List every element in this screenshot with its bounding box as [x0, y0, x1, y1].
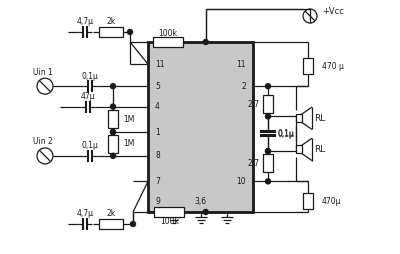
Text: 3,6: 3,6 [194, 197, 206, 206]
Text: 7: 7 [155, 177, 160, 186]
Circle shape [266, 149, 270, 154]
Bar [154, 207, 184, 217]
Text: 0,1µ: 0,1µ [278, 130, 295, 139]
Text: 0,1µ: 0,1µ [82, 141, 98, 150]
Bar [303, 193, 313, 209]
Text: 1: 1 [155, 128, 160, 137]
Text: 2: 2 [241, 82, 246, 91]
Text: 1M: 1M [123, 115, 134, 124]
Bar [263, 154, 273, 172]
Circle shape [110, 130, 116, 135]
Bar [108, 135, 118, 153]
Circle shape [110, 84, 116, 89]
Text: 4: 4 [155, 102, 160, 111]
Text: 9: 9 [155, 197, 160, 206]
Text: 5: 5 [155, 82, 160, 91]
Text: 4,7µ: 4,7µ [76, 18, 94, 26]
Text: 2k: 2k [106, 18, 116, 26]
Circle shape [266, 84, 270, 89]
Text: RL: RL [314, 145, 326, 154]
Bar [296, 145, 302, 153]
Bar [296, 114, 302, 122]
Text: 2,7: 2,7 [248, 159, 260, 168]
Circle shape [110, 153, 116, 158]
Text: 2k: 2k [106, 210, 116, 218]
Bar [108, 110, 118, 128]
Text: 10: 10 [236, 177, 246, 186]
Bar [263, 95, 273, 113]
Text: 100k: 100k [158, 29, 177, 39]
Text: Uin 2: Uin 2 [33, 137, 53, 146]
Text: 100k: 100k [160, 217, 179, 227]
Circle shape [266, 114, 270, 119]
Text: 470 µ: 470 µ [322, 62, 344, 71]
Text: 11: 11 [155, 60, 164, 69]
Text: 0,1µ: 0,1µ [278, 129, 295, 138]
Bar [303, 58, 313, 74]
Text: 2,7: 2,7 [248, 100, 260, 109]
Bar [148, 42, 253, 212]
Text: 1M: 1M [123, 139, 134, 149]
Circle shape [203, 40, 208, 44]
Text: 11: 11 [236, 60, 246, 69]
Text: 8: 8 [155, 151, 160, 160]
Circle shape [110, 130, 116, 135]
Text: 4,7µ: 4,7µ [76, 210, 94, 218]
Circle shape [203, 210, 208, 214]
Text: 470µ: 470µ [322, 197, 342, 206]
Circle shape [110, 104, 116, 109]
Bar [153, 37, 183, 47]
Text: RL: RL [314, 114, 326, 123]
Circle shape [130, 221, 136, 227]
Text: 47µ: 47µ [81, 92, 95, 101]
Circle shape [266, 179, 270, 184]
Text: +Vcc: +Vcc [322, 7, 344, 15]
Text: Uin 1: Uin 1 [33, 68, 53, 77]
Text: 0,1µ: 0,1µ [82, 72, 98, 81]
Circle shape [266, 149, 270, 154]
Circle shape [128, 29, 132, 35]
Bar [99, 219, 123, 229]
Bar [99, 27, 123, 37]
